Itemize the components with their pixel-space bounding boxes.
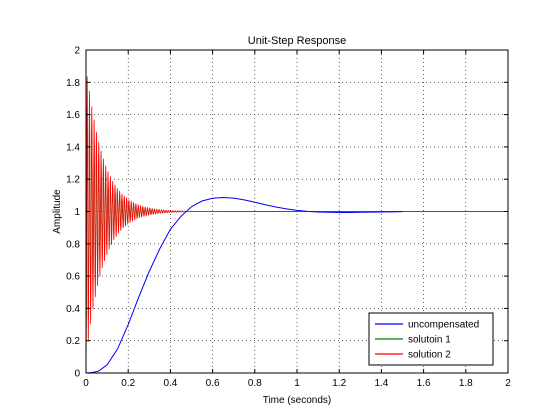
x-tick-label: 1.8 — [459, 378, 473, 389]
axis-ticks: 0 0.2 0.4 0.6 0.8 1 1.2 1.4 1.6 1.8 2 0 0.2 0.4 0.6 0.8… — [66, 46, 511, 390]
y-tick-label: 0 — [74, 369, 80, 380]
x-tick-label: 0.2 — [121, 378, 135, 389]
y-tick-label: 1.2 — [66, 175, 80, 186]
x-tick-label: 1 — [294, 378, 300, 389]
x-tick-label: 0 — [83, 378, 89, 389]
series-line-solution-2 — [86, 76, 508, 373]
y-tick-label: 1 — [74, 207, 80, 218]
legend-label: uncompensated — [408, 320, 479, 331]
y-tick-label: 0.2 — [66, 336, 80, 347]
y-tick-label: 0.8 — [66, 239, 80, 250]
legend: uncompensated solutoin 1 solution 2 — [368, 312, 494, 366]
legend-label: solution 2 — [408, 350, 451, 361]
x-tick-label: 0.8 — [248, 378, 262, 389]
y-tick-label: 0.4 — [66, 304, 80, 315]
y-tick-label: 1.6 — [66, 110, 80, 121]
x-tick-label: 0.6 — [206, 378, 220, 389]
y-tick-label: 0.6 — [66, 272, 80, 283]
x-axis-label: Time (seconds) — [263, 395, 332, 406]
x-tick-label: 2 — [505, 378, 511, 389]
x-tick-label: 1.4 — [374, 378, 388, 389]
y-tick-label: 2 — [74, 46, 80, 57]
legend-label: solutoin 1 — [408, 335, 451, 346]
y-axis-label: Amplitude — [52, 189, 63, 234]
series-line-uncompensated — [86, 196, 403, 373]
legend-box — [368, 312, 494, 366]
x-tick-label: 1.6 — [417, 378, 431, 389]
x-tick-label: 0.4 — [163, 378, 177, 389]
y-tick-label: 1.8 — [66, 78, 80, 89]
series-layer — [86, 76, 508, 373]
y-tick-label: 1.4 — [66, 142, 80, 153]
chart-title: Unit-Step Response — [248, 35, 346, 47]
x-tick-label: 1.2 — [332, 378, 346, 389]
